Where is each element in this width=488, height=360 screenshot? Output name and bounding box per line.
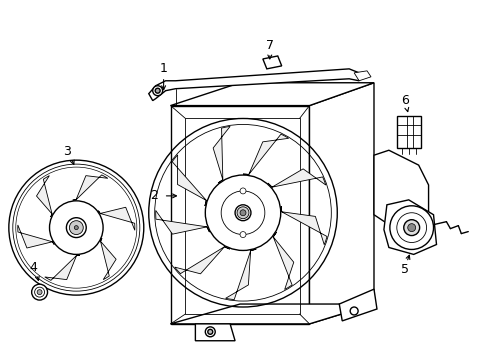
Polygon shape bbox=[273, 232, 293, 289]
Polygon shape bbox=[155, 211, 209, 234]
Polygon shape bbox=[309, 83, 373, 324]
Circle shape bbox=[155, 88, 160, 93]
Circle shape bbox=[396, 213, 426, 243]
Polygon shape bbox=[225, 249, 256, 300]
Text: 7: 7 bbox=[265, 39, 273, 51]
Circle shape bbox=[74, 226, 78, 230]
Polygon shape bbox=[98, 207, 135, 230]
Text: 2: 2 bbox=[149, 189, 157, 202]
Circle shape bbox=[32, 284, 47, 300]
Circle shape bbox=[235, 205, 250, 221]
Circle shape bbox=[66, 218, 86, 238]
Polygon shape bbox=[396, 116, 420, 148]
Polygon shape bbox=[18, 225, 54, 248]
Polygon shape bbox=[353, 71, 370, 81]
Circle shape bbox=[152, 86, 163, 96]
Polygon shape bbox=[148, 69, 358, 100]
Polygon shape bbox=[195, 324, 235, 341]
Text: 4: 4 bbox=[30, 261, 38, 274]
Polygon shape bbox=[339, 289, 376, 321]
Circle shape bbox=[240, 231, 245, 238]
Circle shape bbox=[407, 224, 415, 231]
Text: 3: 3 bbox=[63, 145, 71, 158]
Polygon shape bbox=[45, 255, 80, 280]
Circle shape bbox=[403, 220, 419, 235]
Polygon shape bbox=[172, 155, 206, 206]
Polygon shape bbox=[213, 126, 230, 183]
Circle shape bbox=[37, 290, 42, 294]
Circle shape bbox=[205, 327, 215, 337]
Text: 6: 6 bbox=[400, 94, 408, 107]
Circle shape bbox=[207, 329, 212, 334]
Circle shape bbox=[389, 206, 433, 249]
Circle shape bbox=[69, 221, 83, 235]
Polygon shape bbox=[73, 175, 108, 200]
Polygon shape bbox=[383, 200, 436, 255]
Polygon shape bbox=[281, 206, 326, 245]
Circle shape bbox=[237, 207, 248, 219]
Polygon shape bbox=[267, 169, 325, 187]
Polygon shape bbox=[170, 304, 373, 324]
Polygon shape bbox=[37, 176, 52, 217]
Polygon shape bbox=[174, 247, 229, 274]
Polygon shape bbox=[373, 150, 427, 225]
Text: 5: 5 bbox=[400, 263, 408, 276]
Text: 1: 1 bbox=[160, 62, 167, 75]
Polygon shape bbox=[101, 238, 116, 280]
Polygon shape bbox=[170, 83, 373, 105]
Polygon shape bbox=[170, 105, 309, 324]
Circle shape bbox=[35, 287, 44, 297]
Circle shape bbox=[240, 210, 245, 216]
Circle shape bbox=[240, 188, 245, 194]
Polygon shape bbox=[263, 56, 281, 69]
Polygon shape bbox=[243, 134, 288, 175]
Circle shape bbox=[349, 307, 357, 315]
